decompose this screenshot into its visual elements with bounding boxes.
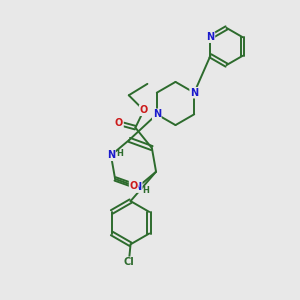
Text: O: O <box>130 181 138 190</box>
Text: N: N <box>107 150 115 160</box>
Text: Cl: Cl <box>124 257 134 267</box>
Text: N: N <box>206 32 214 42</box>
Text: O: O <box>140 105 148 115</box>
Text: H: H <box>116 149 123 158</box>
Text: N: N <box>153 109 161 119</box>
Text: H: H <box>142 186 149 195</box>
Text: N: N <box>190 88 198 98</box>
Text: N: N <box>134 182 142 192</box>
Text: O: O <box>115 118 123 128</box>
